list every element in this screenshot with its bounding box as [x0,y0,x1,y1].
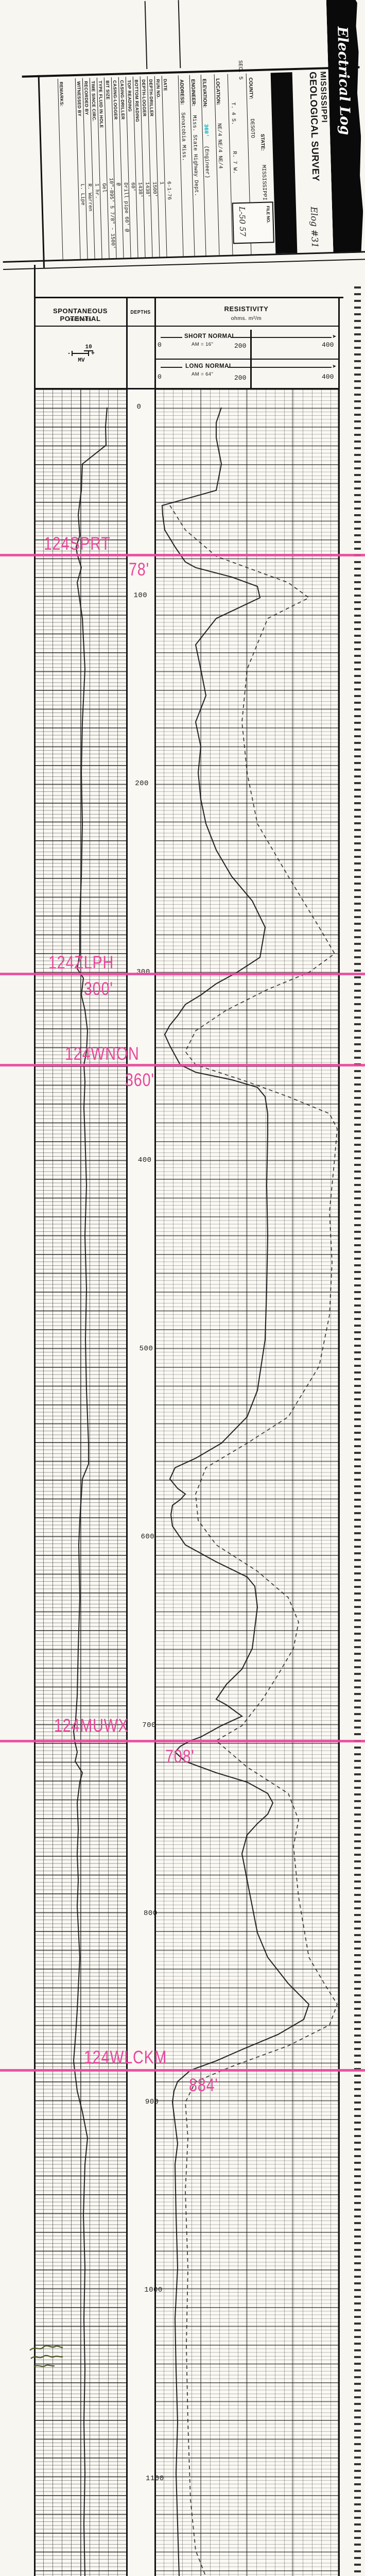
depth-label-200: 200 [135,779,149,788]
long-normal-0: 0 [158,373,162,381]
long-normal-am: AM = 64" [192,371,214,377]
track-border-res-left [154,297,156,2576]
mv-unit: MV [78,358,85,364]
curve-short_normal_resistivity [161,407,310,2576]
depth-label-1000: 1000 [144,2286,163,2294]
long-normal-400: 400 [322,373,334,381]
pick-label-124SPRT[interactable]: 124SPRT [44,534,111,554]
depth-label-400: 400 [137,1156,152,1164]
pick-line-124MUWX[interactable] [0,1740,365,1742]
depth-track [126,389,154,2576]
mv-plus: + [91,349,95,357]
mv-minus: - [68,349,71,357]
pick-depth-124MUWX[interactable]: 708' [165,1747,195,1767]
depth-label-800: 800 [144,1909,158,1918]
pick-label-124MUWX[interactable]: 124MUWX [54,1716,129,1736]
depth-label-900: 900 [145,2097,159,2106]
short-normal-200: 200 [234,342,247,350]
long-normal-name: LONG NORMAL [185,363,233,369]
track-border-left [34,265,36,2576]
depth-label-600: 600 [141,1533,155,1541]
sp-title: SPONTANEOUS POTENTIAL [53,307,108,323]
pick-line-124ZLPH[interactable] [0,973,365,975]
depths-title: DEPTHS [130,309,151,315]
short-normal-400: 400 [322,341,334,349]
short-normal-name: SHORT NORMAL [184,333,236,340]
sp-unit: millivolts [69,316,92,323]
depth-label-700: 700 [142,1721,156,1730]
handwritten-scribble [29,2345,63,2368]
short-normal-arrow-icon: ➤ [332,334,337,340]
pick-label-124WNON[interactable]: 124WNON [65,1044,140,1064]
sp-track-grid [34,389,126,2576]
curve-long_normal_resistivity [169,505,338,2576]
track-border-sp-right [126,297,128,2576]
track-border-right [338,297,340,2576]
pick-line-124WNON[interactable] [0,1064,365,1066]
pick-line-124WLCKM[interactable] [0,2069,365,2072]
mv-div-value: 10 [84,344,93,351]
long-normal-arrow-icon: ➤ [332,364,337,370]
pick-depth-124WLCKM[interactable]: 884' [189,2075,218,2095]
pick-depth-124ZLPH[interactable]: 300' [84,979,113,999]
pick-label-124WLCKM[interactable]: 124WLCKM [84,2047,167,2067]
short-normal-0: 0 [158,341,162,349]
depth-label-0: 0 [136,403,142,411]
long-normal-200: 200 [234,374,247,382]
film-edge-ticks [354,286,361,2576]
pick-depth-124SPRT[interactable]: 78' [129,560,149,580]
mv-division: 10 [72,344,93,356]
short-normal-am: AM = 16" [192,342,214,347]
depth-label-1100: 1100 [145,2474,164,2483]
pick-line-124SPRT[interactable] [0,554,365,556]
res-unit: ohms. m²/m [231,315,262,321]
depth-label-100: 100 [133,591,148,600]
sp-mv-scale: - 10 + MV [61,344,102,364]
depth-label-500: 500 [139,1344,153,1353]
pick-label-124ZLPH[interactable]: 124ZLPH [48,953,114,973]
pick-depth-124WNON[interactable]: 360' [125,1070,154,1090]
res-title: RESISTIVITY [224,305,269,313]
curve-spontaneous_potential [73,407,108,2576]
resistivity-track-grid [154,389,338,2576]
grid-top-border [34,388,340,389]
